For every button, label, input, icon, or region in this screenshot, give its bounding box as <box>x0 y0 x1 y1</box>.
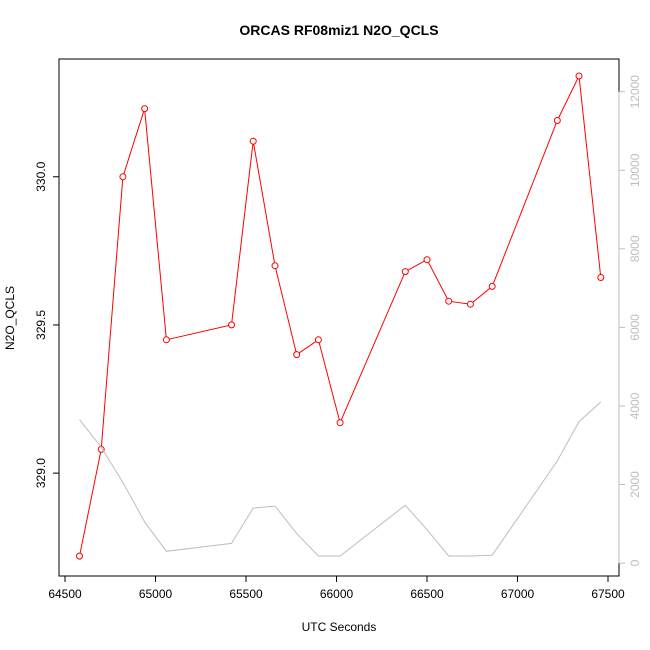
x-axis: 64500 65000 65500 66000 66500 67000 67500 <box>48 575 625 601</box>
y2-tick-label: 6000 <box>628 314 642 341</box>
series-layer <box>76 72 605 560</box>
x-tick-label: 65000 <box>139 587 173 601</box>
data-point <box>423 256 431 264</box>
data-point <box>119 173 127 181</box>
y-axis-label: N2O_QCLS <box>3 286 17 350</box>
data-point <box>597 274 605 281</box>
y2-axis: 0 2000 4000 6000 8000 10000 12000 <box>618 75 642 566</box>
data-point <box>293 351 301 359</box>
data-point <box>162 336 170 344</box>
x-tick-label: 65500 <box>229 587 263 601</box>
x-tick-label: 67500 <box>591 587 625 601</box>
y-tick-label: 329.0 <box>34 458 48 488</box>
y-axis: 329.0 329.5 330.0 <box>34 161 60 488</box>
data-point <box>141 105 149 113</box>
y2-tick-label: 12000 <box>628 75 642 109</box>
y2-tick-label: 10000 <box>628 153 642 187</box>
data-point <box>314 336 322 344</box>
data-point <box>76 552 83 560</box>
plot-area <box>58 58 620 577</box>
x-tick-label: 66500 <box>410 587 444 601</box>
y2-tick-label: 4000 <box>628 392 642 419</box>
chart-title: ORCAS RF08miz1 N2O_QCLS <box>239 22 438 38</box>
x-tick-label: 64500 <box>48 587 82 601</box>
y2-tick-label: 2000 <box>628 471 642 498</box>
primary-series-line <box>79 74 602 557</box>
data-point <box>575 72 583 80</box>
y-tick-label: 329.5 <box>34 310 48 340</box>
x-axis-label: UTC Seconds <box>302 620 377 634</box>
data-point <box>488 282 496 290</box>
data-point <box>553 117 561 124</box>
data-point <box>401 268 409 276</box>
data-point <box>249 137 257 145</box>
data-point <box>228 321 235 329</box>
y2-tick-label: 0 <box>628 559 642 566</box>
data-point <box>336 419 344 427</box>
data-point <box>271 262 279 270</box>
secondary-series-line <box>79 401 602 557</box>
data-point <box>466 300 474 308</box>
x-tick-label: 66000 <box>320 587 354 601</box>
data-point <box>445 297 453 305</box>
y2-tick-label: 8000 <box>628 235 642 262</box>
y-tick-label: 330.0 <box>34 161 48 191</box>
x-tick-label: 67000 <box>501 587 535 601</box>
